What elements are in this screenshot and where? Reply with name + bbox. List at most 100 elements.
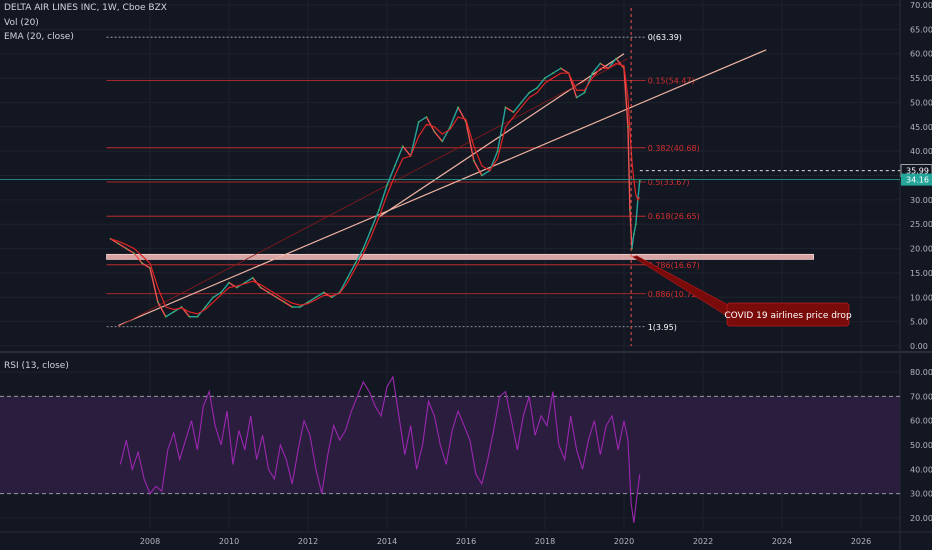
price-tick-label: 20.00 [910, 245, 932, 254]
price-segment [560, 67, 570, 74]
price-tick-label: 0.00 [910, 342, 928, 351]
fib-level-label: 0.382(40.68) [648, 144, 700, 153]
price-segment [418, 116, 427, 123]
price-point [634, 223, 637, 226]
price-segment [481, 170, 491, 177]
price-segment [125, 247, 135, 255]
volume-legend[interactable]: Vol (20) [4, 18, 39, 28]
rsi-tick-label: 40.00 [910, 465, 932, 474]
price-point [212, 296, 215, 299]
price-point [386, 184, 388, 187]
price-point [346, 276, 349, 279]
rising-trendline [118, 49, 767, 327]
price-point [536, 86, 538, 89]
price-point [370, 228, 373, 230]
time-tick-label: 2014 [377, 537, 397, 546]
price-point [141, 262, 144, 265]
price-segment [489, 150, 499, 171]
price-point [196, 315, 199, 318]
time-tick-label: 2026 [851, 537, 871, 546]
fib-level-label: 0(63.39) [648, 33, 682, 42]
price-tick-label: 5.00 [910, 318, 928, 327]
price-segment [307, 296, 317, 303]
price-point [512, 111, 515, 114]
price-point [204, 306, 207, 308]
current-price-tag [901, 173, 932, 186]
price-point [251, 276, 254, 279]
price-point [449, 125, 452, 128]
price-tick-label: 25.00 [910, 220, 932, 229]
symbol-legend[interactable]: DELTA AIR LINES INC, 1W, Cboe BZX [4, 3, 167, 13]
trend-lines[interactable] [106, 49, 814, 327]
price-point [599, 62, 602, 65]
price-segment [473, 160, 483, 176]
price-segment [165, 311, 175, 318]
rsi-axis[interactable]: 20.00 30.00 40.00 50.00 60.00 70.00 80.00 [910, 368, 932, 523]
lower-channel-line [118, 58, 629, 327]
price-tick-label: 65.00 [910, 25, 932, 34]
price-point [441, 140, 444, 143]
time-tick-label: 2020 [614, 537, 634, 546]
price-segment [220, 282, 230, 293]
price-segment [157, 301, 167, 318]
rsi-line [119, 375, 641, 523]
price-point [220, 291, 223, 294]
price-point [283, 301, 286, 304]
rsi-tick-label: 80.00 [910, 368, 932, 377]
time-tick-label: 2010 [219, 537, 239, 546]
price-segment [631, 233, 635, 249]
price-point [307, 301, 309, 304]
fib-level-label: 0.618(26.65) [648, 212, 700, 221]
price-segment [260, 286, 269, 294]
rsi-legend[interactable]: RSI (13, close) [4, 361, 69, 371]
price-segment [204, 296, 214, 308]
price-point [157, 301, 159, 304]
price-segment [615, 58, 625, 69]
price-point [559, 67, 562, 70]
price-point [496, 150, 499, 153]
price-point [473, 159, 475, 162]
price-segment [449, 107, 459, 128]
price-tick-label: 30.00 [910, 196, 932, 205]
price-segment [576, 92, 585, 99]
price-segment [212, 291, 222, 298]
price-series [109, 57, 641, 318]
price-point [267, 291, 270, 294]
rsi-tick-label: 70.00 [910, 392, 932, 401]
price-point [315, 296, 317, 299]
support-zone [106, 253, 814, 260]
price-tick-label: 60.00 [910, 50, 932, 59]
price-segment [433, 131, 443, 142]
price-point [299, 306, 301, 308]
price-segment [465, 121, 475, 162]
price-segment [141, 262, 151, 269]
price-segment [607, 58, 617, 69]
price-segment [635, 199, 639, 225]
price-point [583, 91, 586, 94]
price-point [528, 91, 531, 94]
price-tick-label: 50.00 [910, 98, 932, 107]
price-point [627, 125, 629, 128]
price-segment [512, 101, 522, 113]
rsi-tick-label: 20.00 [910, 514, 932, 523]
price-segment [623, 68, 629, 127]
price-point [236, 286, 238, 289]
price-segment [544, 72, 554, 79]
time-axis[interactable]: 2008 2010 2012 2014 2016 2018 2020 2022 2024 2026 [140, 537, 871, 546]
price-segment [386, 165, 396, 186]
price-segment [346, 262, 357, 279]
price-segment [637, 180, 641, 200]
price-segment [149, 267, 159, 303]
covid-annotation[interactable]: COVID 19 airlines price drop [631, 255, 852, 327]
price-point [117, 242, 120, 245]
price-point [394, 164, 396, 167]
price-point [417, 121, 420, 123]
time-tick-label: 2016 [456, 537, 476, 546]
price-point [188, 315, 191, 318]
price-point [544, 77, 546, 79]
price-point [575, 96, 578, 99]
price-segment [283, 301, 293, 308]
rsi-tick-label: 50.00 [910, 441, 932, 450]
ema-legend[interactable]: EMA (20, close) [4, 32, 74, 42]
